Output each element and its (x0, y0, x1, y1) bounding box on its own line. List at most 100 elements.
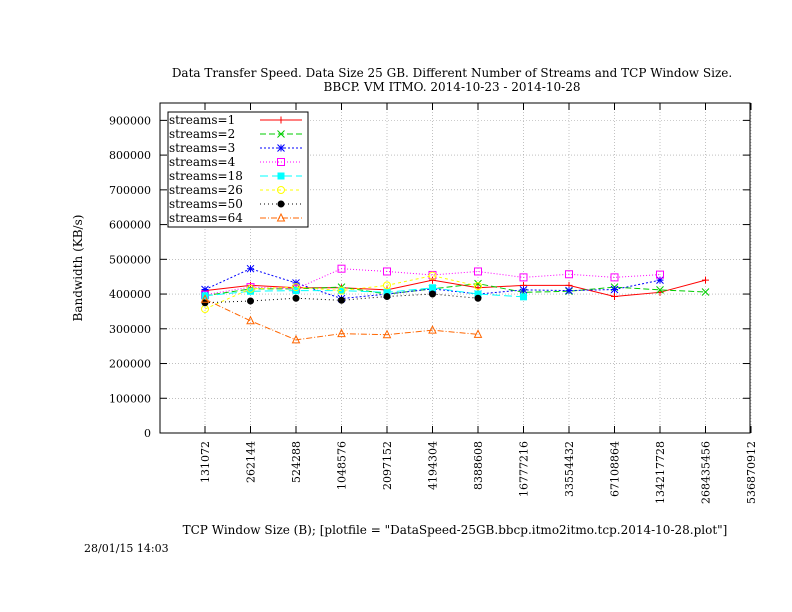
x-tick-label: 524288 (290, 441, 303, 483)
data-point (429, 276, 436, 284)
data-point (292, 283, 300, 292)
legend-entry: streams=2 (169, 127, 302, 141)
data-point (246, 315, 255, 325)
y-tick-label: 600000 (109, 219, 151, 232)
data-point (291, 334, 301, 344)
legend-box (167, 111, 309, 228)
legend-label: streams=4 (169, 155, 236, 169)
y-tick-label: 400000 (109, 288, 151, 301)
data-point (428, 325, 437, 334)
marker-shape (474, 290, 482, 298)
marker-shape (520, 293, 527, 301)
marker-stroke (519, 286, 528, 294)
legend-entry: streams=4 (169, 155, 302, 169)
marker-shape (277, 158, 285, 166)
marker-shape (383, 267, 391, 276)
series-streams-1 (201, 276, 709, 300)
data-point (428, 271, 437, 280)
x-tick-label: 268435456 (700, 441, 713, 504)
x-tick-label: 134217728 (654, 441, 667, 504)
marker-shape (474, 282, 482, 291)
legend-marker (277, 116, 285, 124)
data-point (474, 282, 482, 291)
legend-label: streams=1 (169, 113, 235, 127)
timestamp: 28/01/15 14:03 (84, 542, 169, 555)
series-streams-50 (201, 290, 482, 307)
series (200, 264, 710, 344)
marker-shape (565, 270, 573, 279)
x-tick-label: 4194304 (427, 441, 440, 490)
marker-stroke (246, 264, 255, 273)
data-point (611, 292, 618, 300)
marker-stroke (277, 130, 285, 138)
data-point (565, 286, 573, 295)
marker-shape (337, 264, 346, 273)
y-tick-label: 0 (144, 427, 151, 440)
marker-shape (276, 212, 286, 222)
data-point (474, 290, 482, 298)
legend-label: streams=2 (169, 127, 235, 141)
marker-shape (383, 281, 391, 290)
legend-entry: streams=26 (169, 183, 302, 197)
y-axis-label: Bandwidth (KB/s) (71, 215, 85, 322)
marker-shape (277, 172, 285, 180)
marker-stroke (292, 279, 300, 287)
y-tick-label: 900000 (109, 114, 151, 127)
marker-shape (610, 273, 619, 282)
data-point (610, 273, 619, 282)
marker-shape (474, 267, 482, 276)
data-point (656, 276, 664, 285)
marker-shape (383, 292, 391, 300)
marker-stroke (611, 292, 618, 300)
marker-shape (200, 294, 210, 303)
marker-stroke (474, 284, 482, 292)
marker-shape (338, 296, 345, 304)
data-point (247, 297, 254, 305)
legend-entry: streams=3 (169, 141, 302, 155)
axes: 0 100000 200000 300000 400000 500000 600000 700… (109, 103, 758, 504)
marker-shape (429, 290, 436, 298)
marker-shape (428, 271, 437, 280)
marker-stroke (565, 286, 573, 295)
data-point (656, 270, 664, 279)
data-point (474, 267, 482, 276)
marker-shape (473, 329, 483, 338)
y-tick-label: 800000 (109, 149, 151, 162)
marker-shape (246, 315, 255, 325)
legend-entry: streams=64 (169, 211, 302, 225)
legend-entry: streams=50 (169, 197, 302, 211)
data-point (474, 284, 482, 292)
plot-frame (159, 102, 751, 434)
series-line (204, 298, 479, 341)
y-tick-label: 700000 (109, 184, 151, 197)
x-tick-label: 1048576 (336, 441, 349, 490)
marker-stroke (610, 285, 619, 294)
title-line-2: BBCP. VM ITMO. 2014-10-23 - 2014-10-28 (324, 80, 581, 94)
marker-shape (292, 283, 300, 292)
marker-shape (656, 270, 664, 279)
data-point (519, 273, 528, 282)
legend-label: streams=26 (169, 183, 243, 197)
x-tick-label: 33554432 (563, 441, 576, 497)
legend-marker (277, 158, 285, 166)
data-point (520, 293, 527, 301)
legend-entry: streams=18 (169, 169, 302, 183)
marker-stroke (429, 276, 436, 284)
y-tick-label: 200000 (109, 358, 151, 371)
series-streams-64 (200, 294, 483, 344)
marker-shape (247, 287, 254, 295)
data-point (246, 264, 255, 273)
series-line (204, 279, 706, 297)
x-tick-label: 536870912 (745, 441, 758, 504)
marker-shape (292, 294, 300, 302)
data-point (474, 294, 482, 302)
data-point (247, 287, 254, 295)
series-streams-26 (201, 271, 482, 313)
marker-shape (277, 200, 285, 208)
data-point (519, 286, 528, 294)
marker-shape (428, 325, 437, 334)
marker-shape (382, 329, 392, 339)
data-point (429, 284, 436, 292)
marker-shape (337, 328, 346, 338)
